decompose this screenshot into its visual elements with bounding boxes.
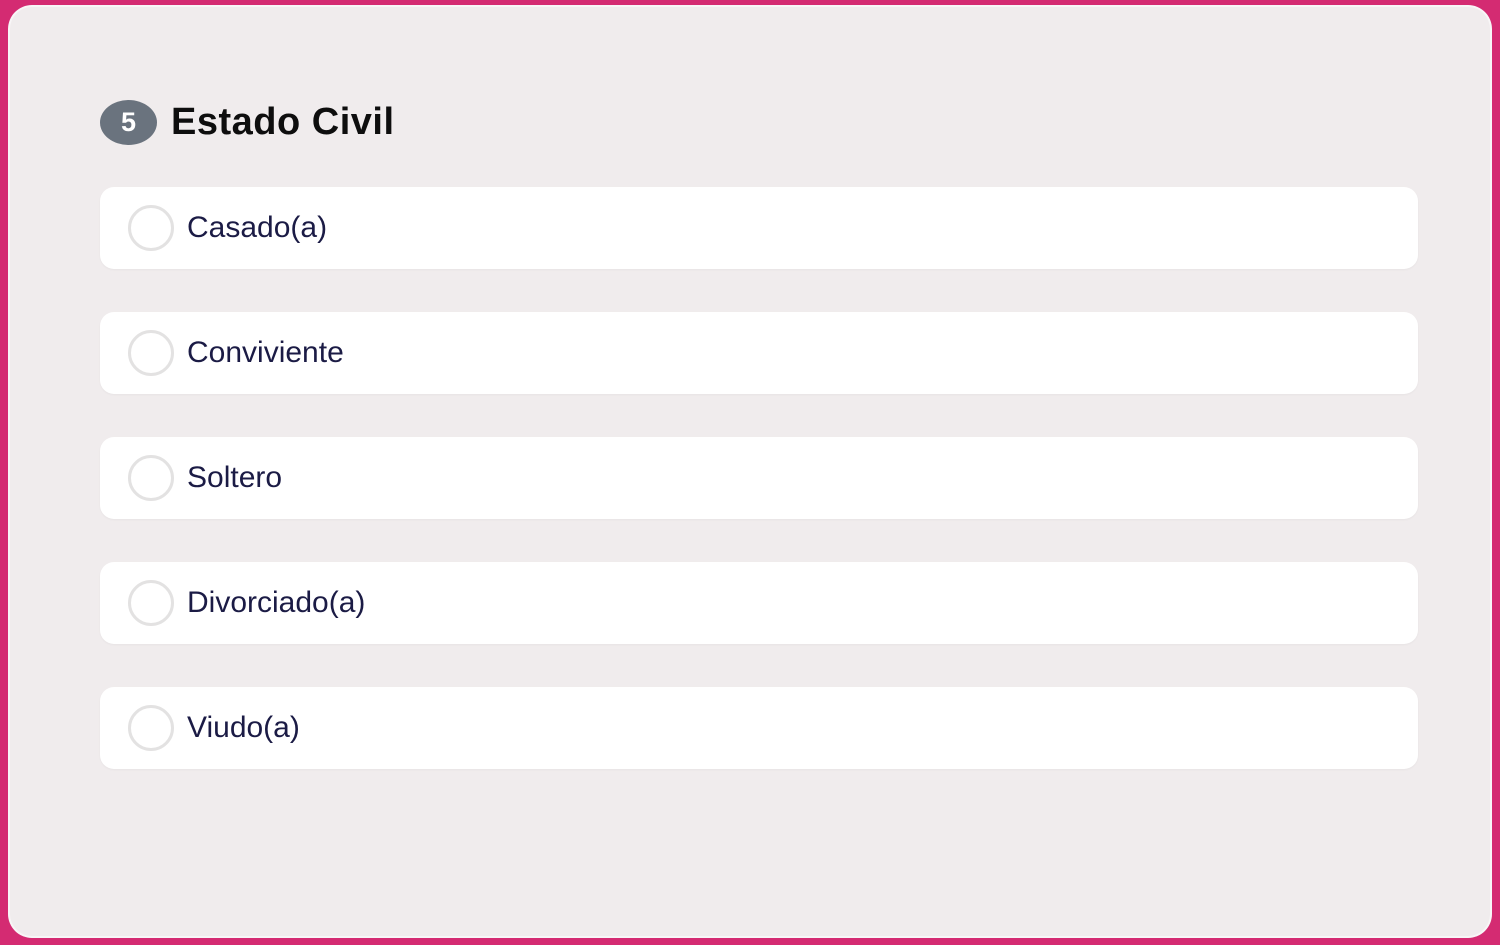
option-row[interactable]: Divorciado(a) (100, 562, 1418, 644)
question-header: 5 Estado Civil (100, 100, 1418, 145)
option-row[interactable]: Casado(a) (100, 187, 1418, 269)
question-number-badge: 5 (100, 100, 157, 145)
option-row[interactable]: Conviviente (100, 312, 1418, 394)
option-label: Divorciado(a) (187, 586, 366, 619)
question-title: Estado Civil (171, 101, 395, 143)
option-row[interactable]: Viudo(a) (100, 687, 1418, 769)
option-label: Soltero (187, 461, 283, 494)
radio-button-icon[interactable] (128, 580, 174, 626)
option-label: Viudo(a) (187, 711, 300, 744)
question-card: 5 Estado Civil Casado(a) Conviviente Sol… (8, 5, 1492, 938)
radio-button-icon[interactable] (128, 455, 174, 501)
option-label: Conviviente (187, 336, 344, 369)
option-row[interactable]: Soltero (100, 437, 1418, 519)
radio-button-icon[interactable] (128, 705, 174, 751)
radio-button-icon[interactable] (128, 330, 174, 376)
question-number: 5 (120, 107, 137, 137)
options-list: Casado(a) Conviviente Soltero Divorciado… (100, 187, 1418, 769)
radio-button-icon[interactable] (128, 205, 174, 251)
option-label: Casado(a) (187, 211, 328, 244)
